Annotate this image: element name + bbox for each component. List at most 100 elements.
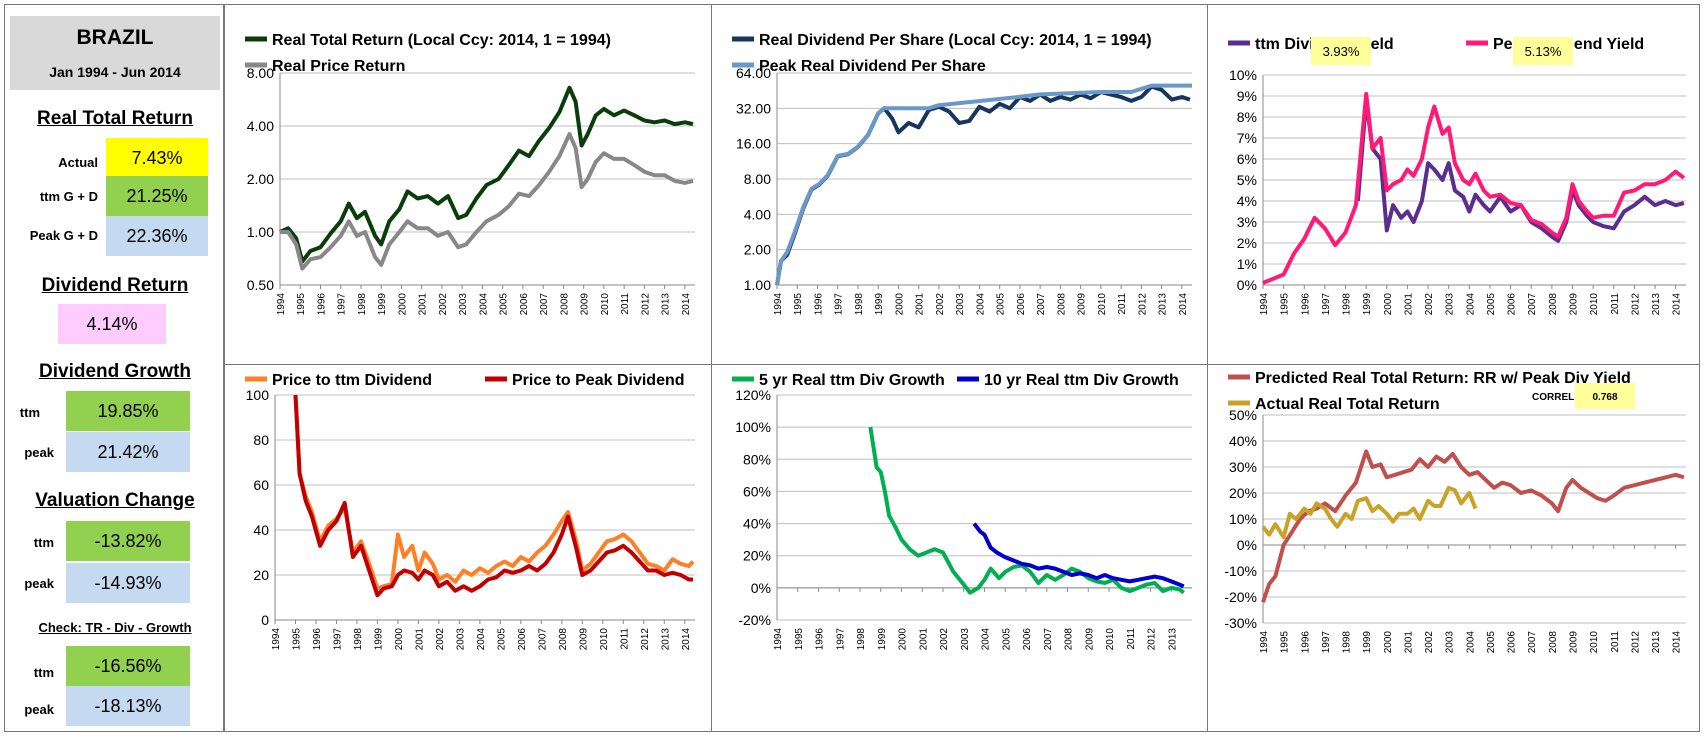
x-tick-label: 2009: [1077, 293, 1088, 316]
check-title: Check: TR - Div - Growth: [38, 620, 192, 635]
x-tick-label: 2002: [438, 293, 449, 316]
x-tick-label: 2001: [1403, 293, 1414, 316]
x-tick-label: 1998: [353, 628, 364, 651]
y-tick-label: 64.00: [736, 65, 771, 81]
x-tick-label: 2012: [640, 293, 651, 316]
x-tick-label: 2010: [1589, 293, 1600, 316]
series-line: [868, 426, 1185, 595]
vc-ttm-label: ttm: [33, 535, 54, 550]
x-tick-label: 2011: [1117, 293, 1128, 315]
dg-peak-label: peak: [24, 445, 54, 460]
x-tick-label: 2012: [1630, 293, 1641, 316]
x-tick-label: 2001: [418, 293, 429, 316]
x-tick-label: 2002: [435, 628, 446, 651]
y-tick-label: 16.00: [736, 136, 771, 152]
country-header: BRAZIL Jan 1994 - Jun 2014: [10, 16, 220, 90]
x-tick-label: 2008: [558, 628, 569, 651]
x-tick-label: 2003: [455, 628, 466, 651]
legend-label: 5 yr Real ttm Div Growth: [759, 372, 945, 389]
x-tick-label: 2001: [414, 628, 425, 651]
x-tick-label: 1998: [1342, 631, 1353, 654]
x-tick-label: 2001: [1403, 631, 1414, 654]
price-to-dividend-chart: Price to ttm Dividend Price to Peak Divid…: [245, 372, 695, 651]
ck-ttm-value: -16.56%: [66, 646, 190, 686]
x-tick-label: 1999: [373, 628, 384, 651]
y-tick-label: 2.00: [247, 171, 274, 187]
dividend-return-title: Dividend Return: [41, 275, 189, 296]
x-tick-label: 2008: [1548, 631, 1559, 654]
series-line: [279, 85, 694, 264]
x-tick-label: 2000: [1383, 631, 1394, 654]
x-tick-label: 2010: [600, 293, 611, 316]
y-tick-label: 80%: [743, 451, 771, 467]
period-label: Jan 1994 - Jun 2014: [49, 64, 181, 80]
y-tick-label: 50%: [1229, 407, 1257, 423]
summary-panel: [4, 4, 224, 732]
x-tick-label: 1999: [877, 628, 888, 651]
x-tick-label: 1997: [835, 628, 846, 651]
x-tick-label: 2011: [619, 628, 630, 650]
vc-ttm-value: -13.82%: [66, 521, 190, 561]
x-tick-label: 1995: [296, 293, 307, 316]
x-tick-label: 2007: [1043, 628, 1054, 651]
x-tick-label: 1994: [1259, 293, 1270, 316]
actual-value: 7.43%: [106, 138, 208, 178]
y-tick-label: 8%: [1237, 109, 1257, 125]
x-tick-label: 2005: [1486, 293, 1497, 316]
x-tick-label: 2001: [915, 293, 926, 316]
x-tick-label: 2000: [898, 628, 909, 651]
x-tick-label: 1994: [271, 628, 282, 651]
y-tick-label: 1.00: [744, 277, 771, 293]
legend-label: Peak Real Dividend Per Share: [759, 58, 986, 75]
x-tick-label: 2011: [620, 293, 631, 315]
y-tick-label: 2.00: [744, 242, 771, 258]
legend-label: Price to ttm Dividend: [272, 372, 432, 389]
y-tick-label: 0.50: [247, 277, 274, 293]
series-line: [293, 394, 695, 591]
x-tick-label: 2010: [1097, 293, 1108, 316]
x-tick-label: 1995: [291, 628, 302, 651]
x-tick-label: 1997: [1321, 631, 1332, 654]
legend-label: 10 yr Real ttm Div Growth: [984, 372, 1179, 389]
y-tick-label: 40%: [743, 516, 771, 532]
x-tick-label: 2006: [517, 628, 528, 651]
dg-ttm-value: 19.85%: [66, 391, 190, 431]
x-tick-label: 2010: [599, 628, 610, 651]
x-tick-label: 2003: [1445, 293, 1456, 316]
series-line: [280, 132, 694, 271]
y-tick-label: 0%: [1237, 277, 1257, 293]
ck-peak-label: peak: [24, 702, 54, 717]
x-tick-label: 2010: [1589, 631, 1600, 654]
x-tick-label: 2003: [1445, 631, 1456, 654]
legend-label: Price to Peak Dividend: [512, 372, 685, 389]
x-tick-label: 2010: [1105, 628, 1116, 651]
actual-label: Actual: [58, 155, 98, 170]
x-tick-label: 2009: [578, 628, 589, 651]
y-tick-label: 20%: [1229, 485, 1257, 501]
peak-gd-label: Peak G + D: [29, 228, 98, 243]
dividend-return-value: 4.14%: [58, 304, 166, 344]
x-tick-label: 2007: [537, 628, 548, 651]
legend-label: Real Price Return: [272, 58, 405, 75]
y-tick-label: 4%: [1237, 193, 1257, 209]
x-tick-label: 2002: [935, 293, 946, 316]
x-tick-label: 2007: [539, 293, 550, 316]
y-tick-label: 2%: [1237, 235, 1257, 251]
y-tick-label: 10%: [1229, 511, 1257, 527]
yield-badge: [1311, 37, 1371, 65]
x-tick-label: 1997: [1321, 293, 1332, 316]
chart-panel-dividend-per-share: Real Dividend Per Share (Local Ccy: 2014…: [711, 4, 1208, 365]
y-tick-label: 6%: [1237, 151, 1257, 167]
x-tick-label: 2005: [499, 293, 510, 316]
y-tick-label: -10%: [1224, 563, 1257, 579]
x-tick-label: 1996: [316, 293, 327, 316]
x-tick-label: 1994: [1259, 631, 1270, 654]
x-tick-label: 2009: [1569, 631, 1580, 654]
x-tick-label: 2008: [559, 293, 570, 316]
predicted-return-chart: Predicted Real Total Return: RR w/ Peak …: [1224, 370, 1686, 654]
ck-peak-value: -18.13%: [66, 686, 190, 726]
x-tick-label: 2004: [1465, 631, 1476, 654]
x-tick-label: 1999: [1362, 293, 1373, 316]
y-tick-label: 0: [261, 612, 269, 628]
